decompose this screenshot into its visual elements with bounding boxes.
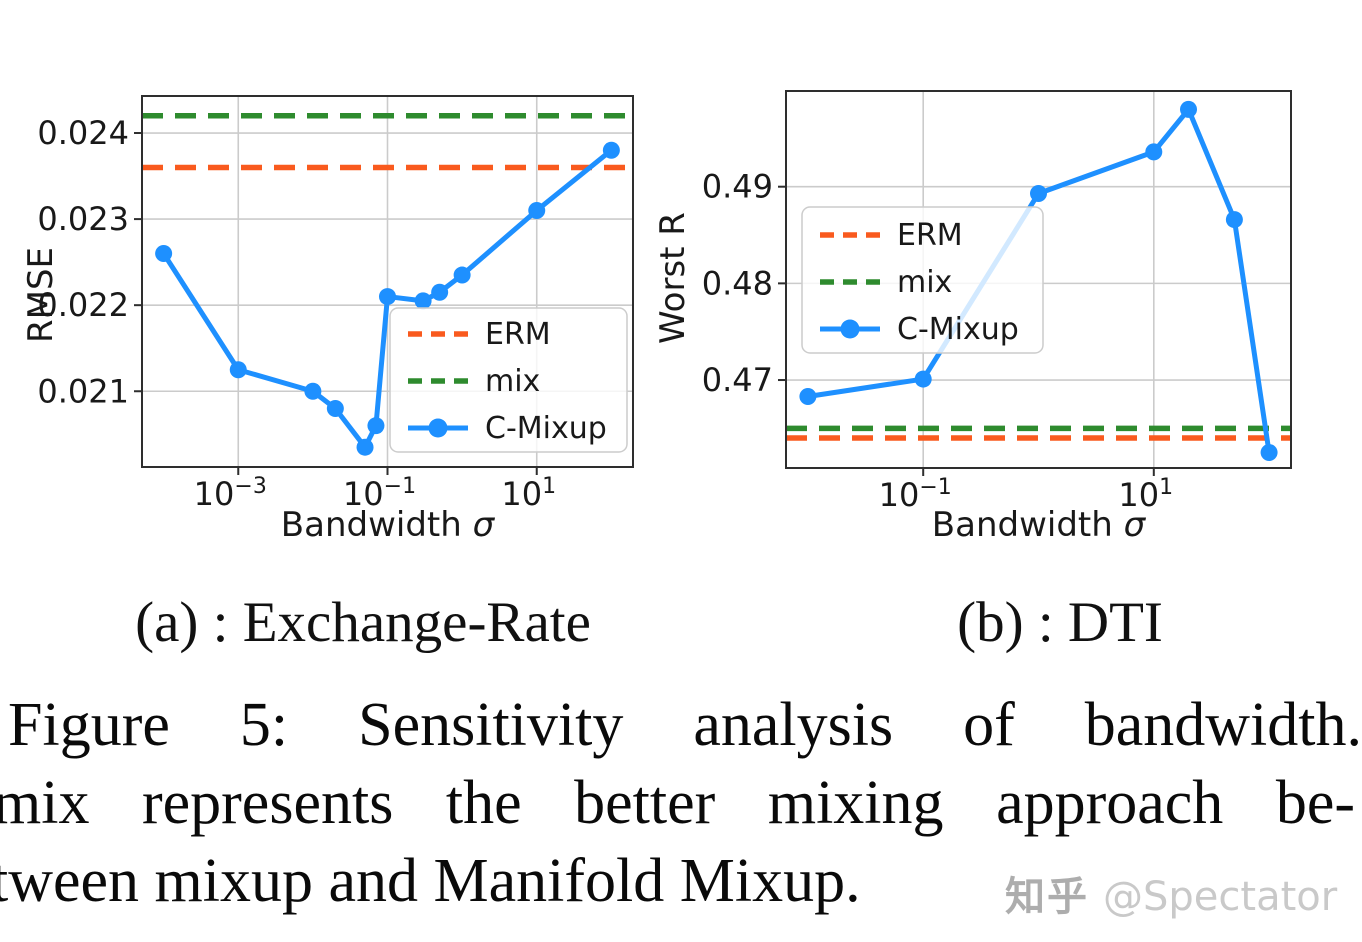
- legend: ERM mix C-Mixup: [389, 307, 628, 453]
- watermark: 知乎 @Spectator: [1005, 864, 1337, 922]
- watermark-handle: @Spectator: [1103, 874, 1338, 920]
- y-tick-label: 0.023: [37, 200, 129, 238]
- figure-caption: Figure 5: Sensitivity analysis of bandwi…: [0, 686, 1362, 920]
- x-tick-label: 10−1: [879, 475, 952, 514]
- axis-ticks: 0.021 0.022 0.023 0.024 10−3 10−1 101: [37, 114, 556, 513]
- legend-label: ERM: [485, 317, 551, 352]
- legend-label: mix: [897, 265, 952, 300]
- legend-box: [389, 307, 628, 453]
- legend-sample-marker: [840, 319, 860, 339]
- x-tick-label: 101: [501, 474, 556, 513]
- axis-ticks: 0.47 0.48 0.49 10−1 101: [702, 168, 1173, 514]
- caption-line: mix represents the better mixing approac…: [0, 769, 1355, 837]
- legend-label: C-Mixup: [897, 312, 1019, 347]
- legend-label: mix: [485, 364, 540, 399]
- caption-line: Figure 5: Sensitivity analysis of bandwi…: [8, 691, 1362, 759]
- y-axis-label: RMSE: [21, 247, 61, 343]
- c-mixup-markers: [799, 100, 1278, 462]
- legend-label: ERM: [897, 218, 963, 253]
- c-mixup-line: [161, 148, 613, 450]
- y-tick-label: 0.49: [702, 168, 773, 206]
- subcaption-exchange-rate: (a) : Exchange-Rate: [135, 591, 591, 654]
- x-axis-label: Bandwidth σ: [932, 505, 1147, 545]
- x-tick-label: 10−3: [194, 474, 267, 513]
- legend: ERM mix C-Mixup: [801, 206, 1044, 354]
- plot-border: [785, 90, 1292, 469]
- watermark-brand-logo: 知乎: [1005, 874, 1089, 920]
- y-axis-label: Worst R: [653, 212, 693, 344]
- subcaption-dti: (b) : DTI: [957, 591, 1163, 654]
- chart-panel-a: 0.021 0.022 0.023 0.024 10−3 10−1 101Bandwidth…: [21, 95, 634, 545]
- y-tick-label: 0.47: [702, 361, 773, 399]
- y-tick-label: 0.48: [702, 264, 773, 302]
- x-tick-label: 101: [1118, 475, 1173, 514]
- y-tick-label: 0.024: [37, 114, 129, 152]
- x-axis-label: Bandwidth σ: [281, 505, 496, 545]
- caption-line: tween mixup and Manifold Mixup.: [0, 847, 861, 915]
- legend-sample-marker: [428, 418, 448, 438]
- y-tick-label: 0.021: [37, 372, 129, 410]
- legend-label: C-Mixup: [485, 411, 607, 446]
- legend-box: [801, 206, 1044, 354]
- c-mixup-markers: [155, 141, 620, 456]
- y-tick-label: 0.022: [37, 286, 129, 324]
- x-tick-label: 10−1: [343, 474, 416, 513]
- gridlines: [142, 96, 633, 467]
